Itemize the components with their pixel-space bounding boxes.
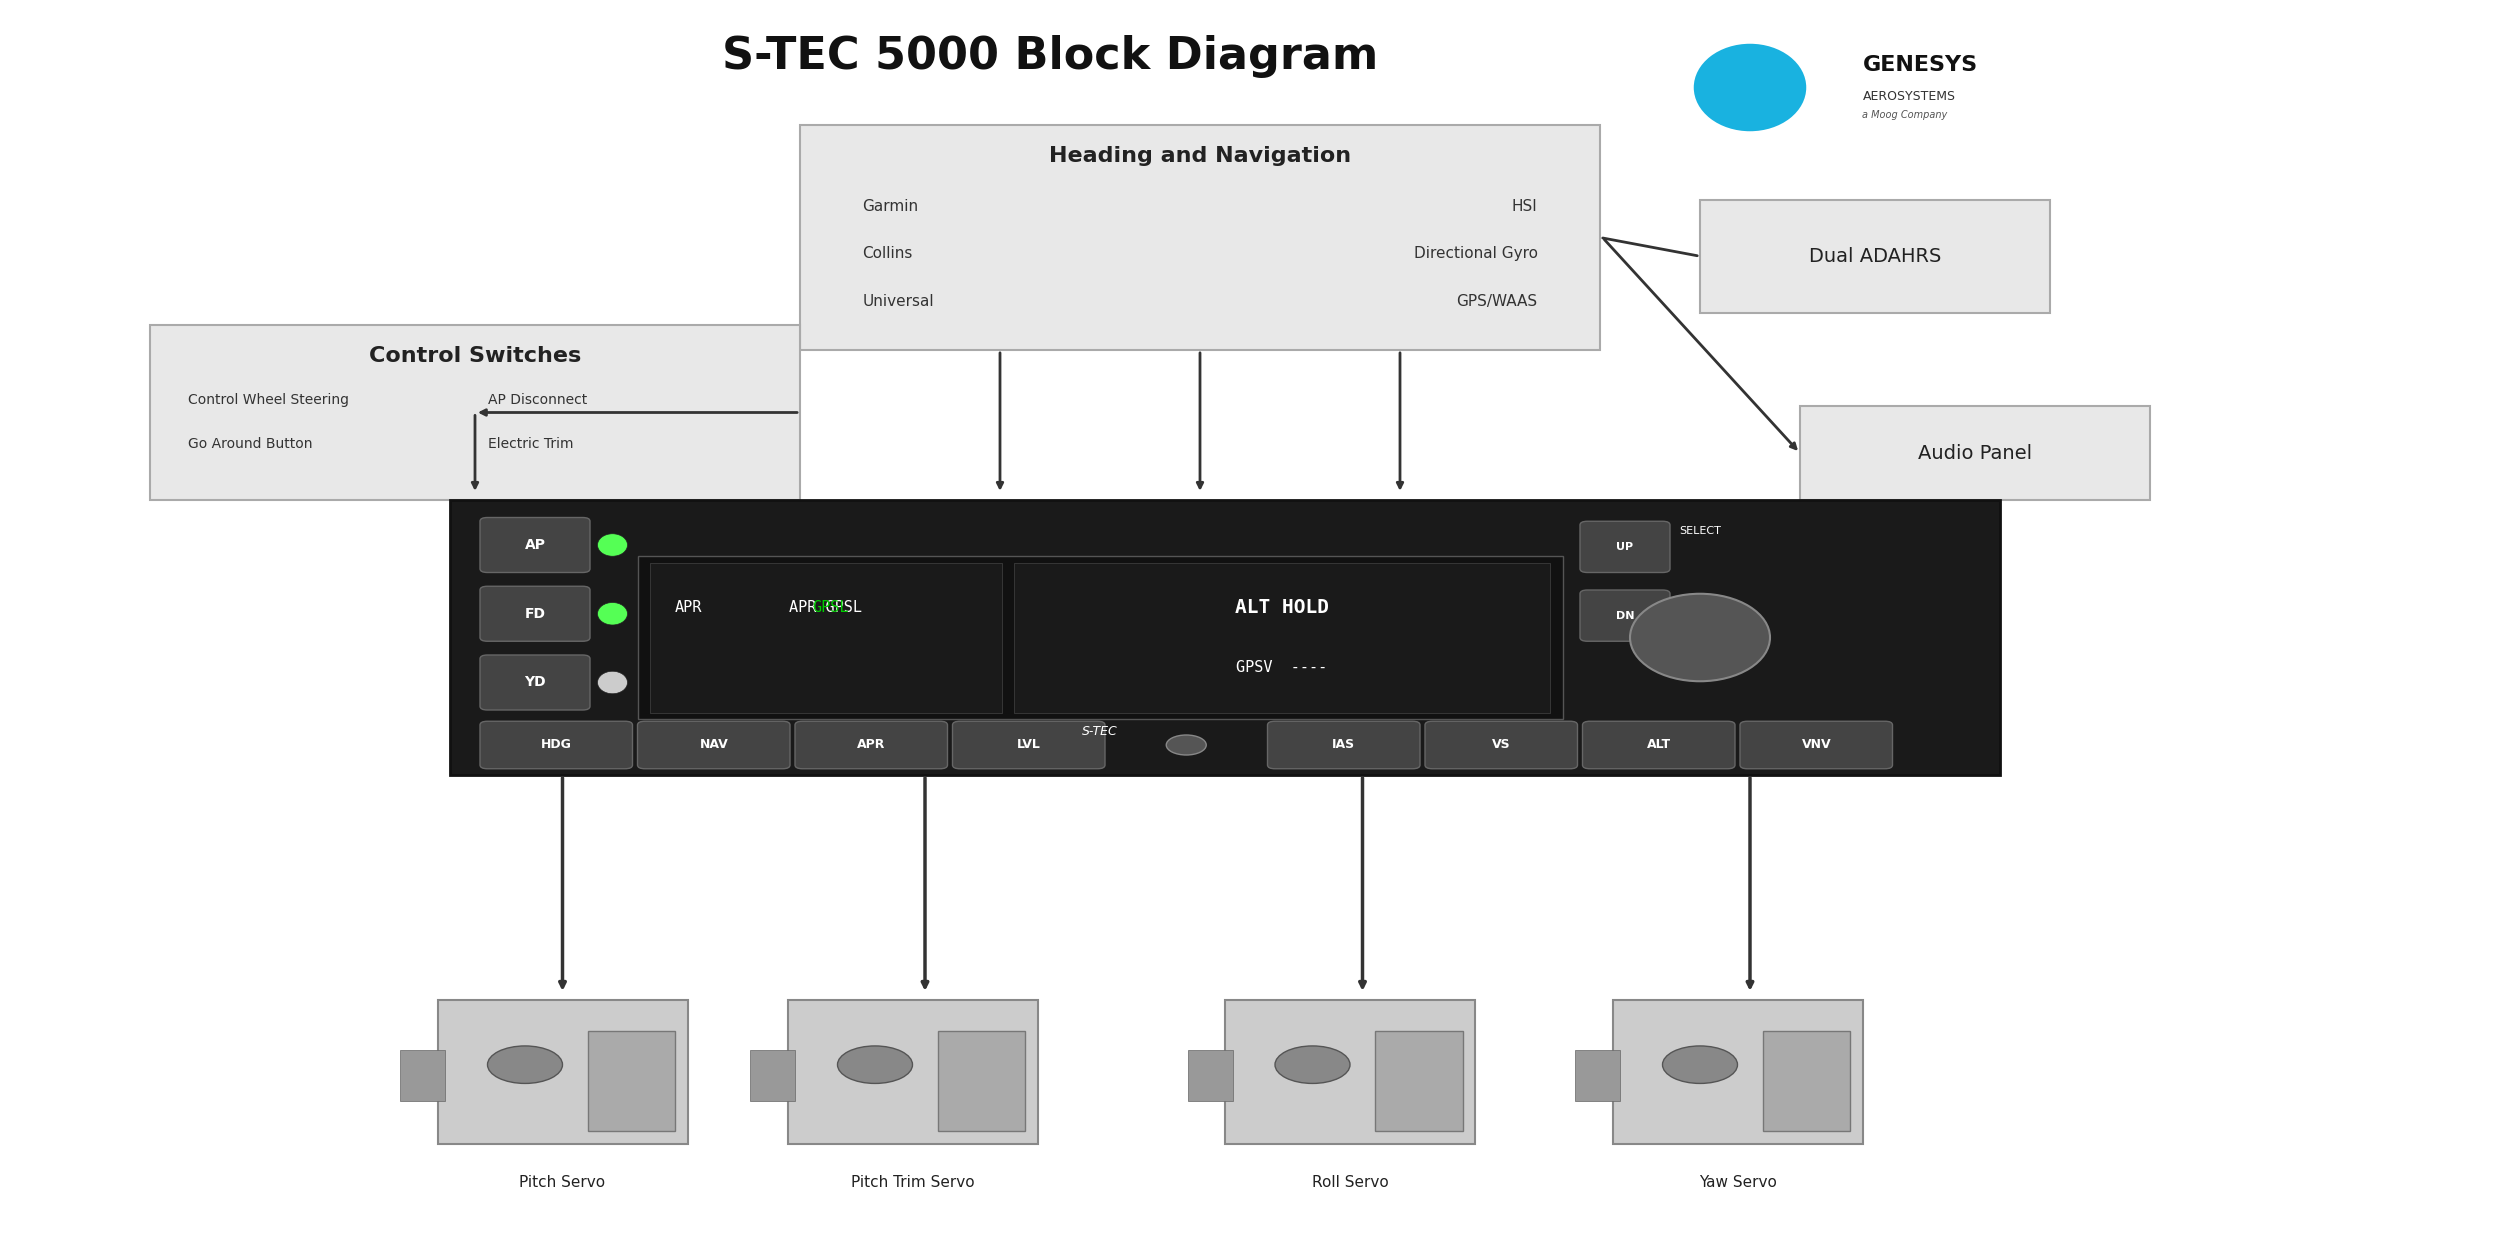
Circle shape xyxy=(1165,735,1208,755)
FancyBboxPatch shape xyxy=(800,125,1600,350)
Ellipse shape xyxy=(598,671,628,694)
FancyBboxPatch shape xyxy=(480,721,632,769)
FancyBboxPatch shape xyxy=(795,721,948,769)
Ellipse shape xyxy=(1630,594,1770,681)
Text: APR: APR xyxy=(858,739,885,751)
Text: DN: DN xyxy=(1615,611,1635,621)
Circle shape xyxy=(488,1046,562,1084)
Text: UP: UP xyxy=(1618,542,1632,552)
FancyBboxPatch shape xyxy=(480,586,590,641)
FancyBboxPatch shape xyxy=(1612,1000,1862,1144)
FancyBboxPatch shape xyxy=(480,655,590,710)
FancyBboxPatch shape xyxy=(1375,1030,1462,1131)
FancyBboxPatch shape xyxy=(938,1030,1025,1131)
Text: YD: YD xyxy=(525,675,545,690)
Text: S-TEC: S-TEC xyxy=(1082,725,1118,738)
Text: Yaw Servo: Yaw Servo xyxy=(1698,1175,1778,1190)
Ellipse shape xyxy=(1695,44,1805,131)
Text: Directional Gyro: Directional Gyro xyxy=(1412,246,1538,261)
Text: Collins: Collins xyxy=(862,246,912,261)
FancyBboxPatch shape xyxy=(1580,521,1670,572)
Text: AEROSYSTEMS: AEROSYSTEMS xyxy=(1862,90,1955,103)
Text: IAS: IAS xyxy=(1332,739,1355,751)
Text: HDG: HDG xyxy=(540,739,572,751)
FancyBboxPatch shape xyxy=(638,556,1562,719)
Text: GPSL: GPSL xyxy=(812,600,850,615)
FancyBboxPatch shape xyxy=(952,721,1105,769)
FancyBboxPatch shape xyxy=(1268,721,1420,769)
FancyBboxPatch shape xyxy=(450,500,2000,775)
Text: Control Switches: Control Switches xyxy=(370,346,580,366)
Circle shape xyxy=(1275,1046,1350,1084)
FancyBboxPatch shape xyxy=(480,518,590,572)
Text: APR: APR xyxy=(675,600,702,615)
Text: Roll Servo: Roll Servo xyxy=(1312,1175,1388,1190)
Circle shape xyxy=(1662,1046,1737,1084)
FancyBboxPatch shape xyxy=(1740,721,1892,769)
Text: AP: AP xyxy=(525,538,545,552)
FancyBboxPatch shape xyxy=(1580,590,1670,641)
FancyBboxPatch shape xyxy=(1700,200,2050,312)
Text: Universal: Universal xyxy=(862,294,935,309)
Text: VS: VS xyxy=(1492,739,1510,751)
FancyBboxPatch shape xyxy=(400,1050,445,1100)
Text: Dual ADAHRS: Dual ADAHRS xyxy=(1810,246,1940,266)
Text: Garmin: Garmin xyxy=(862,199,917,214)
FancyBboxPatch shape xyxy=(750,1050,795,1100)
Text: VNV: VNV xyxy=(1802,739,1830,751)
FancyBboxPatch shape xyxy=(650,562,1002,712)
FancyBboxPatch shape xyxy=(438,1000,688,1144)
Text: Pitch Trim Servo: Pitch Trim Servo xyxy=(850,1175,975,1190)
Text: Pitch Servo: Pitch Servo xyxy=(520,1175,605,1190)
FancyBboxPatch shape xyxy=(1582,721,1735,769)
Text: NAV: NAV xyxy=(700,739,728,751)
Ellipse shape xyxy=(598,534,628,556)
FancyBboxPatch shape xyxy=(788,1000,1038,1144)
FancyBboxPatch shape xyxy=(1188,1050,1232,1100)
Text: LVL: LVL xyxy=(1017,739,1040,751)
Text: GPS/WAAS: GPS/WAAS xyxy=(1458,294,1538,309)
FancyBboxPatch shape xyxy=(1762,1030,1850,1131)
Text: Control Wheel Steering: Control Wheel Steering xyxy=(188,392,348,408)
Text: SELECT: SELECT xyxy=(1680,526,1720,536)
Text: GPSV  ----: GPSV ---- xyxy=(1238,660,1328,675)
FancyBboxPatch shape xyxy=(588,1030,675,1131)
FancyBboxPatch shape xyxy=(1800,406,2150,500)
Circle shape xyxy=(838,1046,912,1084)
FancyBboxPatch shape xyxy=(1225,1000,1475,1144)
Text: GENESYS: GENESYS xyxy=(1862,55,1978,75)
Text: AP Disconnect: AP Disconnect xyxy=(488,392,588,408)
Text: HSI: HSI xyxy=(1512,199,1538,214)
Text: S-TEC 5000 Block Diagram: S-TEC 5000 Block Diagram xyxy=(722,35,1378,78)
FancyBboxPatch shape xyxy=(150,325,800,500)
Text: Audio Panel: Audio Panel xyxy=(1918,444,2032,462)
FancyBboxPatch shape xyxy=(1575,1050,1620,1100)
Text: APR GPSL: APR GPSL xyxy=(790,600,862,615)
Text: ALT HOLD: ALT HOLD xyxy=(1235,598,1330,618)
FancyBboxPatch shape xyxy=(1015,562,1550,712)
FancyBboxPatch shape xyxy=(1425,721,1578,769)
FancyBboxPatch shape xyxy=(638,721,790,769)
Text: a Moog Company: a Moog Company xyxy=(1862,110,1948,120)
Text: Electric Trim: Electric Trim xyxy=(488,436,572,451)
Text: ALT: ALT xyxy=(1648,739,1670,751)
Text: Go Around Button: Go Around Button xyxy=(188,436,312,451)
Text: FD: FD xyxy=(525,606,545,621)
Ellipse shape xyxy=(598,602,628,625)
Text: Heading and Navigation: Heading and Navigation xyxy=(1050,146,1350,166)
